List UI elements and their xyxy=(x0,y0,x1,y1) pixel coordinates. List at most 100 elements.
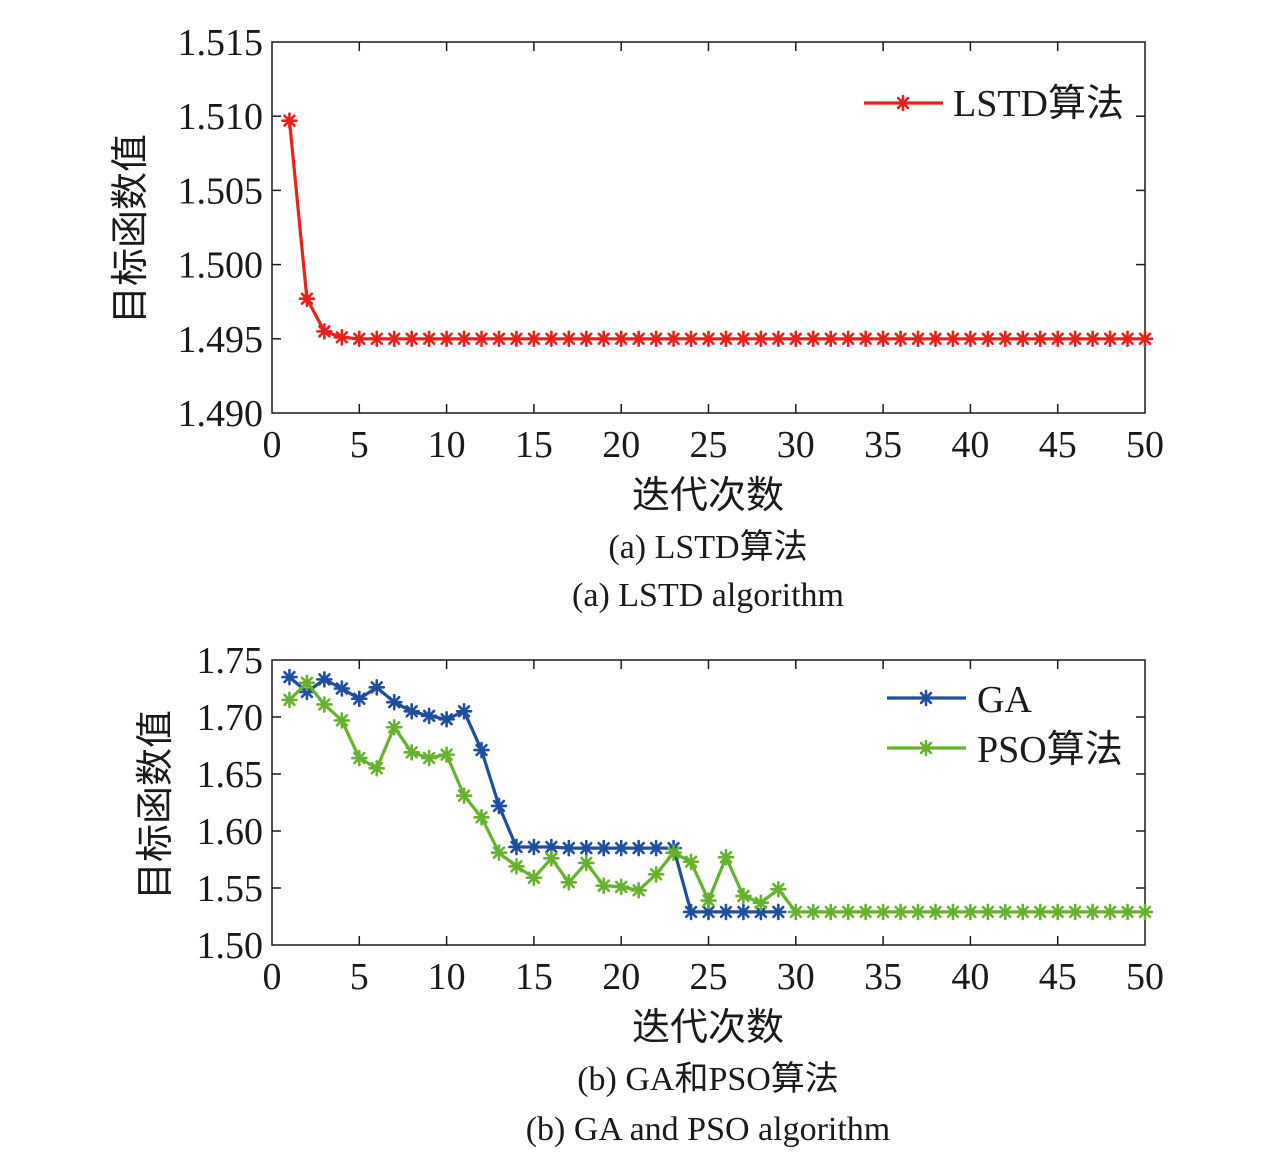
data-point xyxy=(577,854,595,872)
caption-en-a: (a) LSTD algorithm xyxy=(572,577,844,614)
legend-swatch-ga xyxy=(887,689,966,707)
data-point xyxy=(630,330,647,348)
y-tick-label: 1.65 xyxy=(197,754,264,796)
data-point xyxy=(473,330,490,348)
caption-cn-a: (a) LSTD算法 xyxy=(608,528,807,566)
x-tick-label: 10 xyxy=(428,424,466,466)
data-point xyxy=(735,887,752,905)
data-point xyxy=(316,671,333,688)
data-point xyxy=(385,718,403,736)
y-tick-label: 1.495 xyxy=(178,319,264,361)
x-axis-label-b: 迭代次数 xyxy=(632,1007,784,1049)
y-tick-label: 1.500 xyxy=(178,245,264,287)
data-point xyxy=(420,707,438,725)
data-point xyxy=(508,838,525,856)
legend-b: GA PSO算法 xyxy=(887,679,1123,771)
data-point xyxy=(979,903,997,921)
data-point xyxy=(333,712,351,729)
x-tick-label: 50 xyxy=(1126,956,1164,998)
data-point xyxy=(839,330,857,348)
data-point xyxy=(787,903,805,921)
chart-panel-b: 0 5 10 15 20 25 30 35 40 45 50 1.50 1.55 1.60 1.65 1.70… xyxy=(135,640,1164,1148)
data-point xyxy=(1136,903,1154,921)
data-point xyxy=(927,330,944,348)
data-point xyxy=(647,866,665,883)
data-point xyxy=(962,330,979,348)
data-point xyxy=(787,330,805,348)
data-point xyxy=(525,330,543,348)
data-point xyxy=(909,330,927,348)
data-point xyxy=(822,903,840,921)
data-point xyxy=(525,869,543,887)
ticks-a: 0 5 10 15 20 25 30 35 40 45 50 1.490 1.495 1.500 1.505… xyxy=(178,22,1165,466)
data-point xyxy=(630,881,647,899)
x-tick-label: 30 xyxy=(777,956,815,998)
data-point xyxy=(281,112,298,129)
data-point xyxy=(560,330,578,348)
y-tick-label: 1.55 xyxy=(197,868,264,910)
data-point xyxy=(1014,903,1032,921)
data-point xyxy=(595,330,613,348)
x-tick-label: 0 xyxy=(263,956,282,998)
data-point xyxy=(752,330,770,348)
data-point xyxy=(403,744,420,761)
data-point xyxy=(647,330,665,348)
data-point xyxy=(1049,903,1066,921)
x-tick-label: 45 xyxy=(1039,424,1077,466)
data-point xyxy=(770,903,787,921)
data-point xyxy=(298,674,316,692)
legend-marker xyxy=(894,94,912,112)
data-point xyxy=(804,903,822,921)
data-point xyxy=(281,668,298,686)
data-point xyxy=(350,330,368,348)
data-point xyxy=(350,690,368,708)
legend-label-ga: GA xyxy=(977,679,1032,721)
x-tick-label: 40 xyxy=(951,424,989,466)
data-point xyxy=(316,323,333,340)
legend-swatch-pso xyxy=(887,739,966,757)
data-point xyxy=(647,839,665,857)
x-tick-label: 15 xyxy=(515,956,553,998)
legend-label-pso: PSO算法 xyxy=(977,729,1123,771)
data-point xyxy=(839,903,857,921)
data-point xyxy=(822,330,840,348)
data-point xyxy=(1031,330,1049,348)
x-tick-label: 30 xyxy=(777,424,815,466)
data-point xyxy=(612,839,630,857)
data-point xyxy=(595,839,613,857)
data-point xyxy=(560,839,578,857)
data-point xyxy=(420,330,438,348)
x-tick-label: 0 xyxy=(263,424,282,466)
data-point xyxy=(682,853,700,871)
x-tick-label: 20 xyxy=(602,956,640,998)
data-point xyxy=(770,330,787,348)
data-point xyxy=(316,696,333,713)
data-point xyxy=(560,873,578,891)
data-point xyxy=(1101,903,1119,921)
x-tick-label: 10 xyxy=(428,956,466,998)
data-point xyxy=(665,844,682,861)
data-point xyxy=(333,329,351,346)
data-point xyxy=(438,746,455,763)
x-tick-label: 15 xyxy=(515,424,553,466)
data-point xyxy=(403,702,420,720)
y-tick-label: 1.70 xyxy=(197,697,264,739)
data-point xyxy=(490,844,508,861)
data-point xyxy=(595,877,613,895)
legend-swatch-lstd xyxy=(864,94,943,112)
data-point xyxy=(333,680,351,697)
x-axis-label-a: 迭代次数 xyxy=(632,475,784,517)
data-point xyxy=(717,903,735,921)
data-point xyxy=(1136,330,1154,348)
ticks-b: 0 5 10 15 20 25 30 35 40 45 50 1.50 1.55 1.60 1.65 1.70… xyxy=(197,640,1165,998)
caption-en-b: (b) GA and PSO algorithm xyxy=(526,1111,891,1148)
y-axis-label-b: 目标函数值 xyxy=(135,710,177,900)
data-point xyxy=(1031,903,1049,921)
data-point xyxy=(770,880,787,898)
data-point xyxy=(1119,903,1136,921)
x-tick-label: 50 xyxy=(1126,424,1164,466)
data-point xyxy=(385,330,403,348)
data-point xyxy=(368,679,386,696)
y-tick-label: 1.60 xyxy=(197,811,264,853)
